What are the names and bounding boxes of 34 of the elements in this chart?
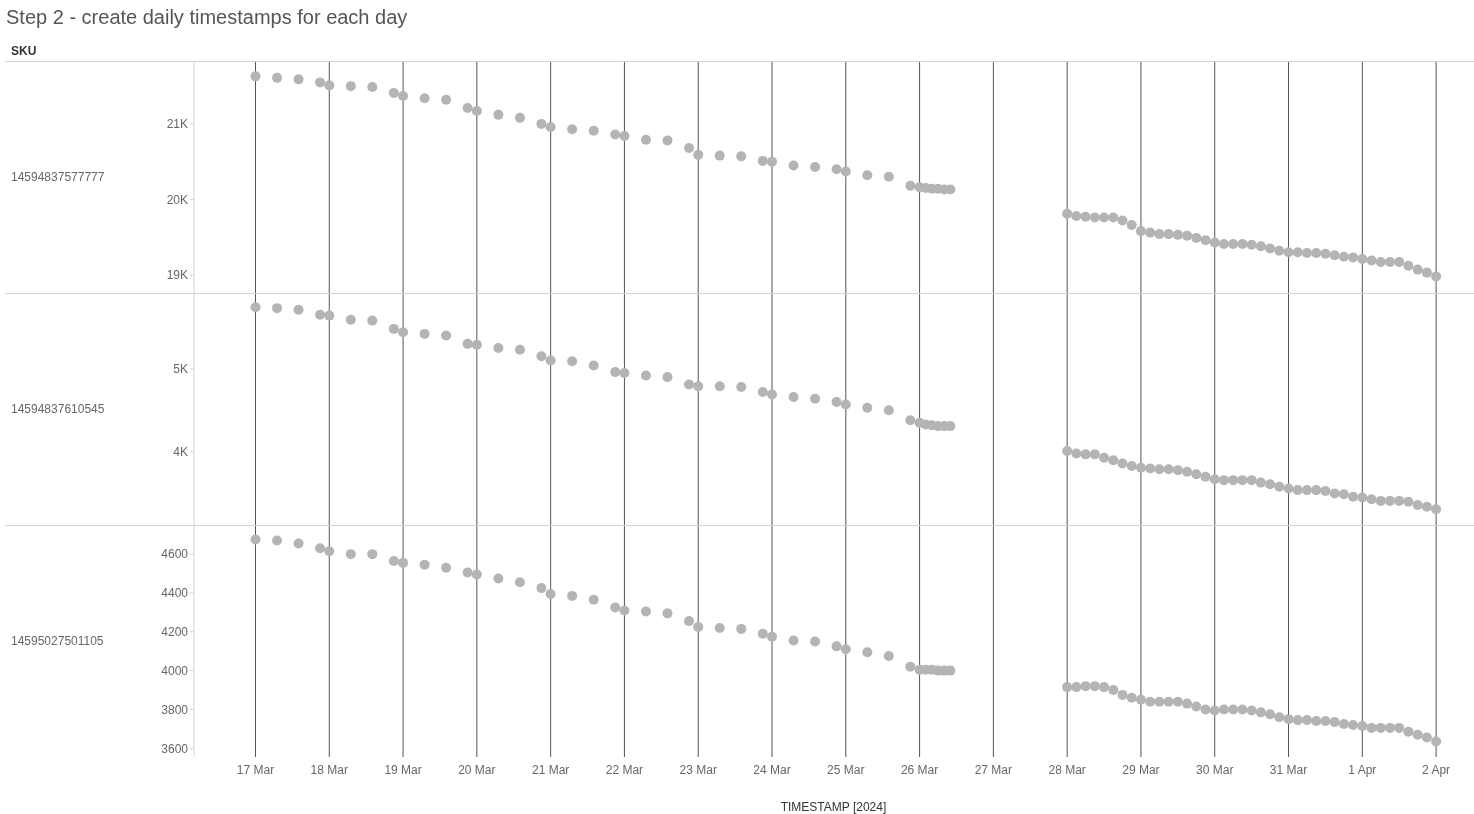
text: SKU	[11, 44, 37, 58]
x-tick-label: 31 Mar	[1269, 762, 1308, 777]
x-tick-label: 21 Mar	[531, 762, 570, 777]
x-tick-label: 19 Mar	[384, 762, 422, 777]
y-axis-title: 14594837610545	[11, 401, 105, 416]
chart-title: Step 2 - create daily timestamps for each day	[6, 6, 408, 29]
x-tick-label: 1 Apr	[1348, 762, 1377, 777]
y-tick-label: 20K	[166, 192, 188, 207]
x-tick-label: 25 Mar	[827, 762, 865, 777]
x-tick-label: 2 Apr	[1422, 762, 1451, 777]
x-axis-title: TIMESTAMP [2024]	[780, 800, 887, 814]
y-tick-label: 5K	[173, 362, 188, 377]
y-tick-label: 21K	[166, 117, 188, 132]
x-tick-label: 26 Mar	[900, 762, 939, 777]
y-tick-label: 4200	[161, 625, 189, 640]
y-tick-label: 4K	[173, 445, 188, 460]
y-tick-label: 3800	[161, 702, 189, 717]
y-axis-title: 14594837577777	[11, 169, 105, 184]
x-tick-label: 24 Mar	[753, 762, 791, 777]
x-tick-label: 22 Mar	[605, 762, 644, 777]
y-tick-label: 4600	[161, 547, 189, 562]
y-tick-label: 4400	[161, 586, 189, 601]
x-tick-label: 17 Mar	[236, 762, 275, 777]
x-tick-label: 18 Mar	[310, 762, 348, 777]
y-tick-label: 19K	[166, 268, 188, 283]
x-tick-label: 29 Mar	[1122, 762, 1160, 777]
x-tick-label: 27 Mar	[974, 762, 1013, 777]
x-tick-label: 30 Mar	[1196, 762, 1234, 777]
x-tick-label: 28 Mar	[1048, 762, 1086, 777]
y-tick-label: 3600	[161, 741, 189, 756]
y-tick-label: 4000	[161, 663, 189, 678]
y-axis-title: 14595027501105	[11, 633, 104, 648]
x-tick-label: 23 Mar	[679, 762, 717, 777]
x-tick-label: 20 Mar	[458, 762, 496, 777]
